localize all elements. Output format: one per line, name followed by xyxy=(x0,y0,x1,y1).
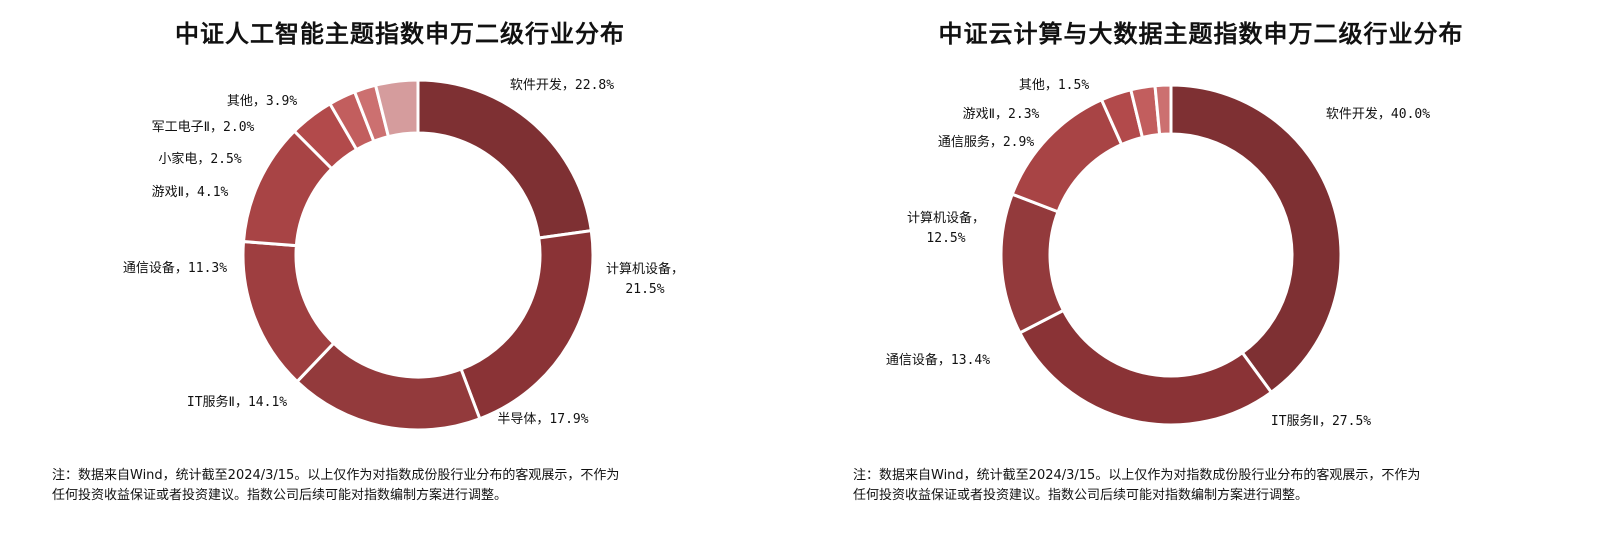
donut-slice xyxy=(373,78,420,139)
donut-slice xyxy=(294,341,482,432)
footnote-line-2: 任何投资收益保证或者投资建议。指数公司后续可能对指数编制方案进行调整。 xyxy=(853,488,1309,503)
slice-label: 通信设备，11.3% xyxy=(123,260,227,276)
slice-label: 军工电子Ⅱ，2.0% xyxy=(152,120,255,135)
slice-label: 通信服务，2.9% xyxy=(938,134,1034,150)
donut-chart-cloud-index: 软件开发，40.0% IT服务Ⅱ，27.5% 通信设备，13.4% 计算机设备， 12.… xyxy=(886,78,1430,429)
donut-slice xyxy=(416,78,593,240)
slice-label: 其他，3.9% xyxy=(227,94,297,109)
footnote-line-1: 注：数据来自Wind，统计截至2024/3/15。以上仅作为对指数成份股行业分布… xyxy=(853,468,1421,483)
slice-label: 其他，1.5% xyxy=(1019,78,1089,93)
slice-label: 小家电，2.5% xyxy=(158,151,241,167)
slice-label: 游戏Ⅱ，2.3% xyxy=(963,107,1040,122)
slice-label: 软件开发，22.8% xyxy=(510,77,614,93)
slice-label: IT服务Ⅱ，27.5% xyxy=(1271,413,1371,429)
chart-title: 中证云计算与大数据主题指数申万二级行业分布 xyxy=(938,20,1464,48)
chart-title: 中证人工智能主题指数申万二级行业分布 xyxy=(175,20,625,48)
slice-label: 游戏Ⅱ，4.1% xyxy=(152,185,229,200)
donut-slice xyxy=(999,192,1066,335)
footnote-line-1: 注：数据来自Wind，统计截至2024/3/15。以上仅作为对指数成份股行业分布… xyxy=(52,468,620,483)
slice-label: 通信设备，13.4% xyxy=(886,352,990,368)
chart-panel-ai-index: 中证人工智能主题指数申万二级行业分布 软件开发，22.8% 计算机设备， 21.5%… xyxy=(0,0,800,534)
donut-slice xyxy=(1169,83,1343,395)
slice-label: 软件开发，40.0% xyxy=(1326,106,1430,122)
slice-label: 计算机设备， 12.5% xyxy=(907,210,985,246)
slice-label: 计算机设备， 21.5% xyxy=(606,261,684,297)
slice-label: IT服务Ⅱ，14.1% xyxy=(187,394,287,410)
footnote: 注：数据来自Wind，统计截至2024/3/15。以上仅作为对指数成份股行业分布… xyxy=(853,466,1573,506)
donut-chart-ai-index: 软件开发，22.8% 计算机设备， 21.5% 半导体，17.9% IT服务Ⅱ，14.1… xyxy=(123,77,684,432)
footnote: 注：数据来自Wind，统计截至2024/3/15。以上仅作为对指数成份股行业分布… xyxy=(52,466,772,506)
slice-label: 半导体，17.9% xyxy=(497,412,588,427)
donut-slice xyxy=(459,228,595,421)
footnote-line-2: 任何投资收益保证或者投资建议。指数公司后续可能对指数编制方案进行调整。 xyxy=(52,488,508,503)
donut-slice xyxy=(1017,308,1274,427)
donut-slice xyxy=(1153,83,1173,137)
chart-panel-cloud-index: 中证云计算与大数据主题指数申万二级行业分布 软件开发，40.0% IT服务Ⅱ，27… xyxy=(801,0,1601,534)
